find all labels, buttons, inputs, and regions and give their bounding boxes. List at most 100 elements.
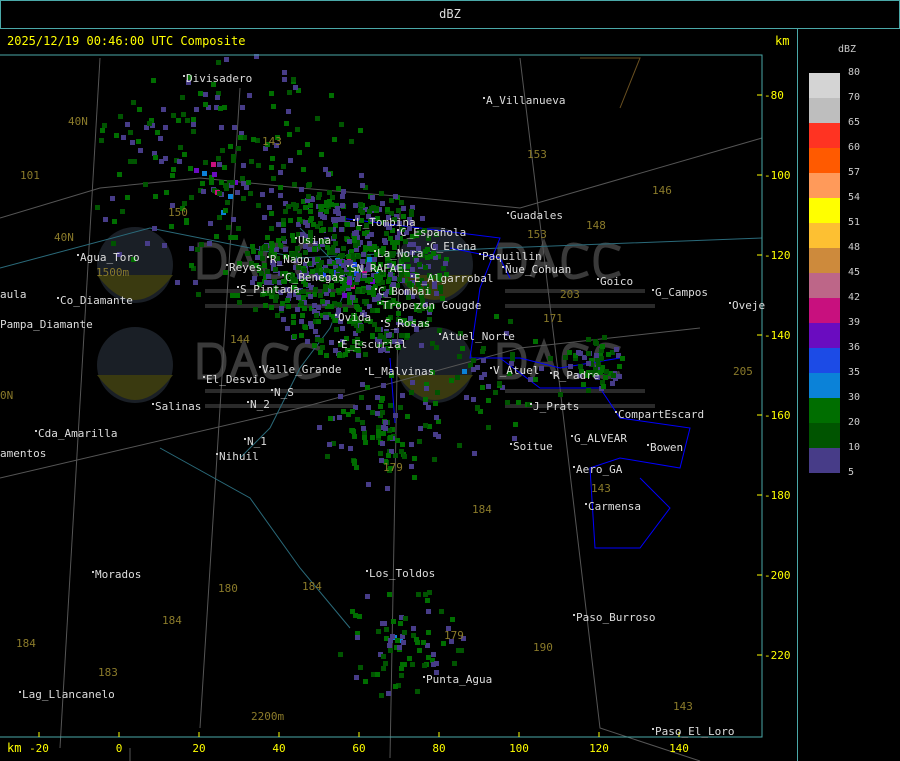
radar-echo	[217, 191, 222, 196]
radar-echo	[486, 398, 491, 403]
radar-echo	[362, 231, 367, 236]
radar-echo	[386, 453, 391, 458]
radar-map[interactable]: -20 0 20 40 60 80 100 120 140 -80 -100 -120 -140 -160…	[0, 28, 798, 761]
place-label: S_Pintada	[240, 283, 300, 296]
radar-echo	[353, 203, 358, 208]
y-tick-label: -100	[764, 169, 791, 182]
legend-label: 30	[848, 392, 861, 403]
radar-echo	[385, 256, 390, 261]
radar-echo	[301, 167, 306, 172]
radar-echo	[335, 206, 340, 211]
radar-echo	[282, 239, 287, 244]
radar-echo	[309, 285, 314, 290]
radar-echo	[330, 292, 335, 297]
place-label: Salinas	[155, 400, 201, 413]
radar-echo	[153, 194, 158, 199]
radar-echo	[390, 240, 395, 245]
y-tick-label: -180	[764, 489, 791, 502]
road-number: 144	[230, 333, 250, 346]
radar-echo	[301, 295, 306, 300]
radar-echo	[407, 217, 412, 222]
radar-echo	[416, 282, 421, 287]
radar-echo	[321, 272, 326, 277]
radar-echo	[382, 335, 387, 340]
radar-echo	[365, 278, 370, 283]
radar-echo	[292, 334, 297, 339]
radar-echo	[443, 261, 448, 266]
radar-echo	[365, 267, 370, 272]
radar-echo	[419, 343, 424, 348]
radar-echo	[403, 239, 408, 244]
radar-echo	[347, 319, 352, 324]
radar-echo	[229, 183, 234, 188]
legend-swatch	[809, 348, 840, 373]
radar-echo	[198, 91, 203, 96]
radar-echo	[351, 319, 356, 324]
dbz-legend: dBZ 80 70 65 60 57 54 51 48 45 42 39 36 35 30 20 10 5	[798, 28, 900, 761]
radar-echo	[568, 364, 573, 369]
radar-echo	[260, 192, 265, 197]
radar-echo	[435, 390, 440, 395]
radar-echo	[370, 410, 375, 415]
radar-echo	[342, 293, 347, 298]
radar-echo	[355, 289, 360, 294]
radar-echo	[264, 280, 269, 285]
radar-echo	[367, 290, 372, 295]
radar-echo	[352, 313, 357, 318]
radar-echo	[145, 241, 150, 246]
radar-echo	[595, 357, 600, 362]
radar-echo	[289, 278, 294, 283]
radar-echo	[336, 186, 341, 191]
radar-echo	[256, 203, 261, 208]
radar-echo	[402, 454, 407, 459]
radar-echo	[548, 356, 553, 361]
radar-echo	[411, 633, 416, 638]
radar-echo	[383, 340, 388, 345]
radar-echo	[353, 613, 358, 618]
radar-echo	[312, 309, 317, 314]
radar-echo	[417, 648, 422, 653]
radar-echo	[303, 262, 308, 267]
radar-echo	[267, 291, 272, 296]
radar-echo	[303, 325, 308, 330]
radar-echo	[118, 114, 123, 119]
radar-echo	[297, 209, 302, 214]
legend-label: 57	[848, 167, 861, 178]
radar-echo	[425, 255, 430, 260]
radar-echo	[416, 592, 421, 597]
radar-echo	[396, 311, 401, 316]
radar-echo	[393, 453, 398, 458]
radar-echo	[360, 210, 365, 215]
radar-echo	[363, 679, 368, 684]
radar-echo	[387, 643, 392, 648]
radar-echo	[399, 272, 404, 277]
radar-echo	[219, 125, 224, 130]
radar-echo	[352, 262, 357, 267]
radar-echo	[431, 662, 436, 667]
radar-echo	[329, 304, 334, 309]
radar-echo	[377, 342, 382, 347]
radar-echo	[419, 293, 424, 298]
radar-echo	[241, 163, 246, 168]
radar-echo	[325, 300, 330, 305]
radar-echo	[244, 185, 249, 190]
radar-echo	[194, 107, 199, 112]
radar-echo	[193, 280, 198, 285]
radar-echo	[241, 181, 246, 186]
radar-echo	[269, 248, 274, 253]
radar-echo	[385, 486, 390, 491]
radar-echo	[426, 655, 431, 660]
legend-label: 48	[848, 242, 861, 253]
radar-echo	[269, 294, 274, 299]
radar-echo	[366, 482, 371, 487]
road-number: 2200m	[251, 710, 284, 723]
road-number: 101	[20, 169, 40, 182]
radar-echo	[402, 253, 407, 258]
radar-echo	[434, 291, 439, 296]
road-number: 143	[591, 482, 611, 495]
radar-echo	[361, 252, 366, 257]
radar-echo	[504, 331, 509, 336]
radar-echo	[333, 209, 338, 214]
radar-echo	[390, 253, 395, 258]
radar-echo	[380, 621, 385, 626]
